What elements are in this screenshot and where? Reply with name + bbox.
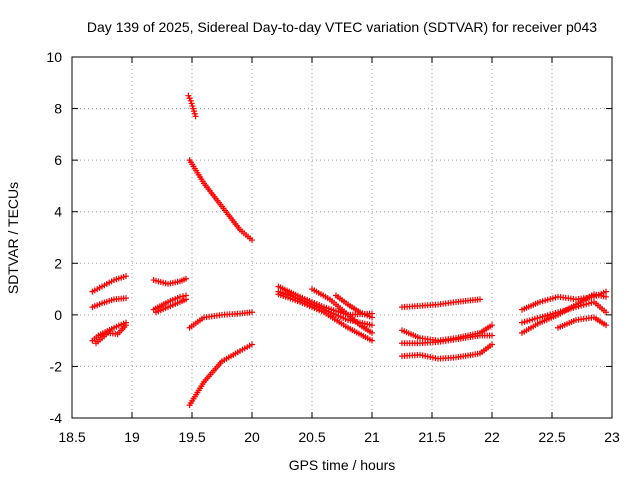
data-point [123,322,129,329]
data-point [123,273,129,280]
data-point [249,309,255,316]
series-s21 [519,288,609,313]
data-point [177,293,183,300]
data-point [249,341,255,348]
data-point [477,296,483,303]
y-tick-label: 4 [54,204,62,220]
series-s11 [186,341,255,409]
y-tick-label: 6 [54,152,62,168]
series-s9 [186,157,255,244]
series-s24 [555,314,609,331]
x-tick-label: 23 [604,429,620,445]
data-point [369,329,375,336]
series-s14 [275,291,375,344]
series-s4 [93,322,129,347]
series-s15 [309,286,375,336]
y-tick-label: 8 [54,101,62,117]
series-s16 [333,292,375,321]
y-tick-label: 10 [46,49,62,65]
data-point [369,337,375,344]
x-tick-label: 21.5 [418,429,445,445]
data-point [369,322,375,329]
series-s23 [519,298,609,326]
series-s5 [150,275,189,287]
x-axis-label: GPS time / hours [289,457,396,473]
data-points [89,92,609,409]
axis-ticks [71,56,613,419]
series-s6 [150,292,189,313]
data-point [249,237,255,244]
data-point [369,314,375,321]
series-s1 [89,273,129,295]
data-point [489,341,495,348]
series-s20 [399,341,495,362]
series-s8 [185,92,199,120]
x-tick-label: 22.5 [538,429,565,445]
data-point [123,295,129,302]
data-point [603,288,609,295]
x-tick-label: 19 [124,429,140,445]
plot-frame [71,56,613,419]
y-tick-label: 0 [54,307,62,323]
data-point [603,322,609,329]
x-tick-label: 19.5 [178,429,205,445]
data-point [180,293,186,300]
series-s19 [399,332,495,347]
x-tick-label: 18.5 [58,429,85,445]
y-tick-label: 2 [54,255,62,271]
x-tick-label: 20.5 [298,429,325,445]
x-tick-label: 22 [484,429,500,445]
x-tick-label: 20 [244,429,260,445]
y-tick-label: -4 [50,410,63,426]
data-point [183,275,189,282]
series-s10 [186,309,255,331]
series-s17 [399,296,483,311]
y-tick-labels: -4 -2 0 2 4 6 8 10 [46,49,62,426]
x-tick-label: 21 [364,429,380,445]
data-point [603,309,609,316]
chart-title: Day 139 of 2025, Sidereal Day-to-day VTE… [87,19,597,35]
data-point [489,322,495,329]
x-tick-labels: 18.5 19 19.5 20 20.5 21 21.5 22 22.5 23 [58,429,620,445]
grid-lines [71,56,613,419]
data-point [192,113,199,120]
data-point [489,332,495,339]
data-point [183,296,189,303]
data-point [603,293,609,300]
y-axis-label: SDTVAR / TECUs [5,182,21,294]
series-s2 [89,295,129,311]
y-tick-label: -2 [50,358,63,374]
series-s7 [153,296,189,316]
